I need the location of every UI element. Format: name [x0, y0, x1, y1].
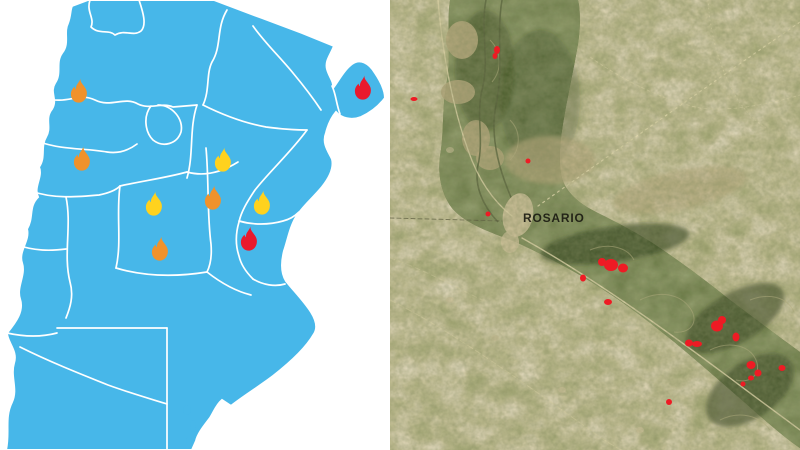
- fire-hotspot: [580, 274, 586, 282]
- fine-grain-overlay: [390, 0, 800, 450]
- fire-hotspot: [778, 365, 786, 371]
- fire-hotspot: [740, 381, 746, 387]
- fire-hotspot: [604, 299, 612, 305]
- province-borders: [6, 0, 341, 450]
- fire-hotspot: [410, 97, 418, 101]
- fire-hotspot: [618, 263, 628, 273]
- fire-hotspot: [485, 211, 491, 217]
- fire-hotspot: [494, 46, 500, 54]
- fire-hotspot: [492, 53, 498, 59]
- fire-hotspot: [748, 375, 754, 381]
- fire-hotspot: [525, 158, 531, 164]
- fire-hotspot: [598, 258, 606, 266]
- country-landmass: [4, 0, 387, 450]
- fire-hotspot: [692, 341, 702, 347]
- fire-hotspot: [666, 399, 672, 405]
- fire-hotspot: [754, 369, 762, 377]
- fire-hotspot: [685, 339, 693, 347]
- province-map-panel: [0, 0, 390, 450]
- fire-hotspots-layer: [410, 46, 786, 405]
- fire-hotspot: [604, 259, 618, 271]
- argentina-provinces-map: [4, 0, 387, 450]
- fire-hotspot: [718, 316, 726, 324]
- satellite-map: ROSARIO: [390, 0, 800, 450]
- coastal-islets: [183, 405, 196, 445]
- fire-hotspot: [732, 332, 740, 342]
- city-label-rosario: ROSARIO: [523, 211, 585, 225]
- fire-hotspot: [746, 361, 756, 369]
- satellite-map-panel: ROSARIO: [390, 0, 800, 450]
